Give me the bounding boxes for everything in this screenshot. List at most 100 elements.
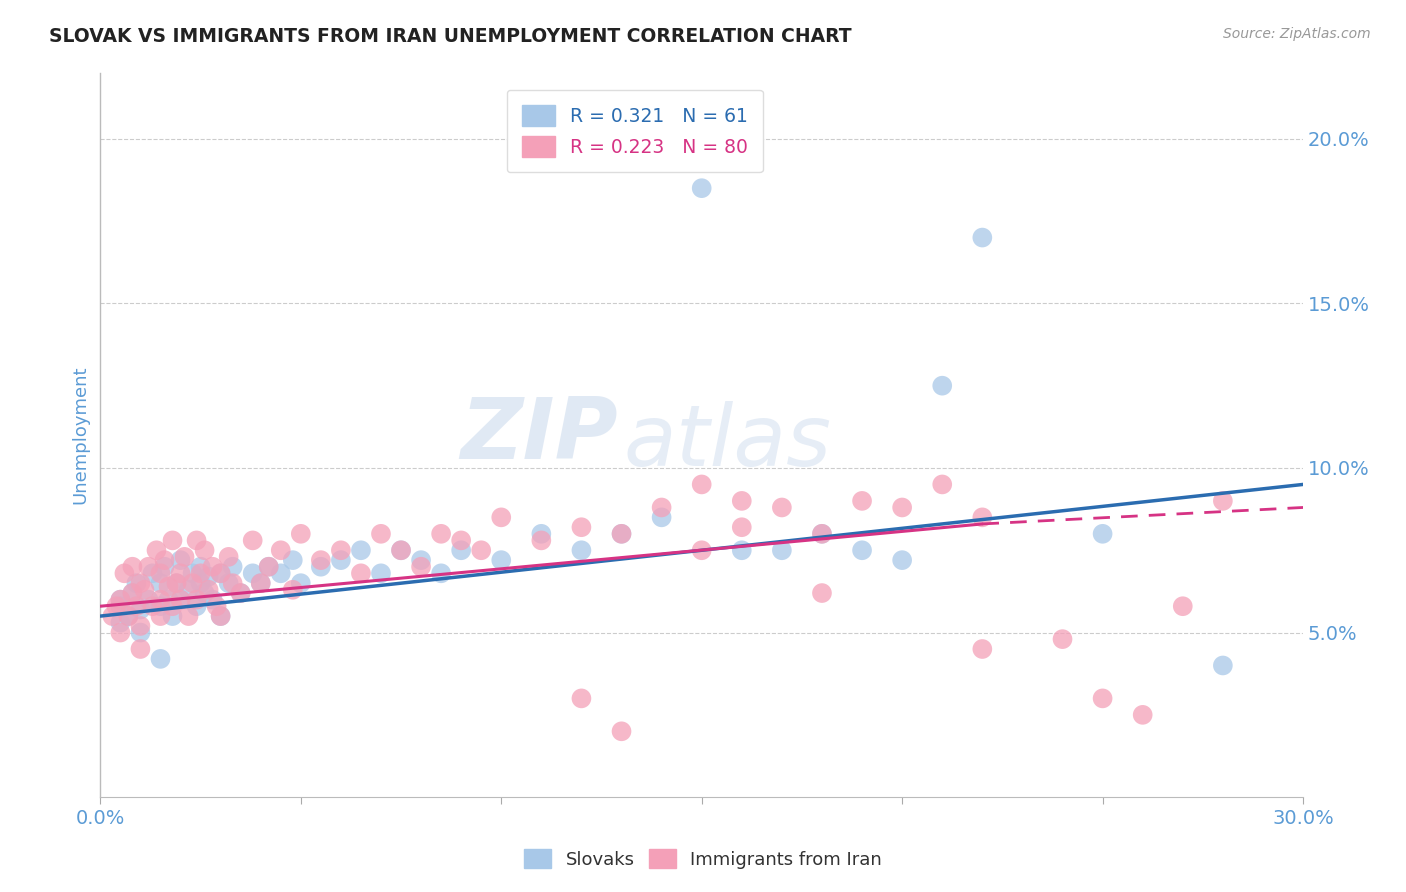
Point	[281, 553, 304, 567]
Point	[389, 543, 412, 558]
Point	[290, 576, 312, 591]
Point	[257, 559, 280, 574]
Point	[117, 609, 139, 624]
Point	[1212, 494, 1234, 508]
Point	[141, 599, 163, 614]
Point	[218, 576, 240, 591]
Point	[205, 599, 228, 614]
Point	[129, 625, 152, 640]
Point	[731, 520, 754, 534]
Point	[1132, 707, 1154, 722]
Point	[1212, 658, 1234, 673]
Point	[186, 533, 208, 548]
Point	[201, 559, 224, 574]
Point	[389, 543, 412, 558]
Point	[309, 559, 332, 574]
Point	[129, 576, 152, 591]
Point	[470, 543, 492, 558]
Point	[149, 566, 172, 581]
Point	[201, 592, 224, 607]
Point	[177, 609, 200, 624]
Point	[290, 526, 312, 541]
Point	[125, 599, 148, 614]
Point	[157, 592, 180, 607]
Point	[1171, 599, 1194, 614]
Point	[166, 576, 188, 591]
Point	[1052, 632, 1074, 647]
Point	[169, 566, 191, 581]
Point	[409, 553, 432, 567]
Point	[690, 181, 713, 195]
Point	[811, 586, 834, 600]
Point	[610, 526, 633, 541]
Point	[450, 543, 472, 558]
Point	[110, 625, 132, 640]
Point	[129, 602, 152, 616]
Legend: Slovaks, Immigrants from Iran: Slovaks, Immigrants from Iran	[516, 842, 890, 876]
Point	[430, 526, 453, 541]
Point	[571, 691, 593, 706]
Point	[249, 576, 271, 591]
Point	[186, 599, 208, 614]
Point	[218, 549, 240, 564]
Point	[309, 553, 332, 567]
Point	[350, 543, 373, 558]
Point	[190, 576, 212, 591]
Point	[169, 592, 191, 607]
Point	[811, 526, 834, 541]
Point	[112, 566, 135, 581]
Point	[891, 553, 914, 567]
Point	[242, 533, 264, 548]
Y-axis label: Unemployment: Unemployment	[72, 366, 89, 504]
Point	[270, 543, 292, 558]
Point	[153, 553, 176, 567]
Point	[110, 615, 132, 630]
Text: Source: ZipAtlas.com: Source: ZipAtlas.com	[1223, 27, 1371, 41]
Point	[125, 576, 148, 591]
Point	[209, 566, 232, 581]
Point	[190, 566, 212, 581]
Point	[197, 582, 219, 597]
Point	[129, 619, 152, 633]
Point	[221, 576, 243, 591]
Point	[350, 566, 373, 581]
Point	[162, 609, 184, 624]
Point	[571, 543, 593, 558]
Point	[931, 477, 953, 491]
Legend: R = 0.321   N = 61, R = 0.223   N = 80: R = 0.321 N = 61, R = 0.223 N = 80	[506, 89, 763, 172]
Point	[173, 549, 195, 564]
Text: SLOVAK VS IMMIGRANTS FROM IRAN UNEMPLOYMENT CORRELATION CHART: SLOVAK VS IMMIGRANTS FROM IRAN UNEMPLOYM…	[49, 27, 852, 45]
Point	[153, 559, 176, 574]
Point	[110, 599, 132, 614]
Point	[209, 609, 232, 624]
Point	[149, 609, 172, 624]
Point	[931, 378, 953, 392]
Point	[450, 533, 472, 548]
Point	[138, 559, 160, 574]
Point	[690, 477, 713, 491]
Point	[610, 724, 633, 739]
Point	[851, 543, 873, 558]
Point	[121, 586, 143, 600]
Point	[430, 566, 453, 581]
Point	[149, 599, 172, 614]
Point	[249, 576, 271, 591]
Point	[851, 494, 873, 508]
Point	[101, 609, 124, 624]
Point	[329, 553, 352, 567]
Point	[181, 576, 204, 591]
Point	[1091, 526, 1114, 541]
Point	[194, 586, 217, 600]
Point	[209, 566, 232, 581]
Point	[1091, 691, 1114, 706]
Point	[491, 553, 513, 567]
Point	[972, 230, 994, 244]
Point	[162, 533, 184, 548]
Point	[186, 592, 208, 607]
Point	[270, 566, 292, 581]
Point	[651, 510, 673, 524]
Point	[157, 579, 180, 593]
Point	[242, 566, 264, 581]
Point	[145, 543, 167, 558]
Point	[610, 526, 633, 541]
